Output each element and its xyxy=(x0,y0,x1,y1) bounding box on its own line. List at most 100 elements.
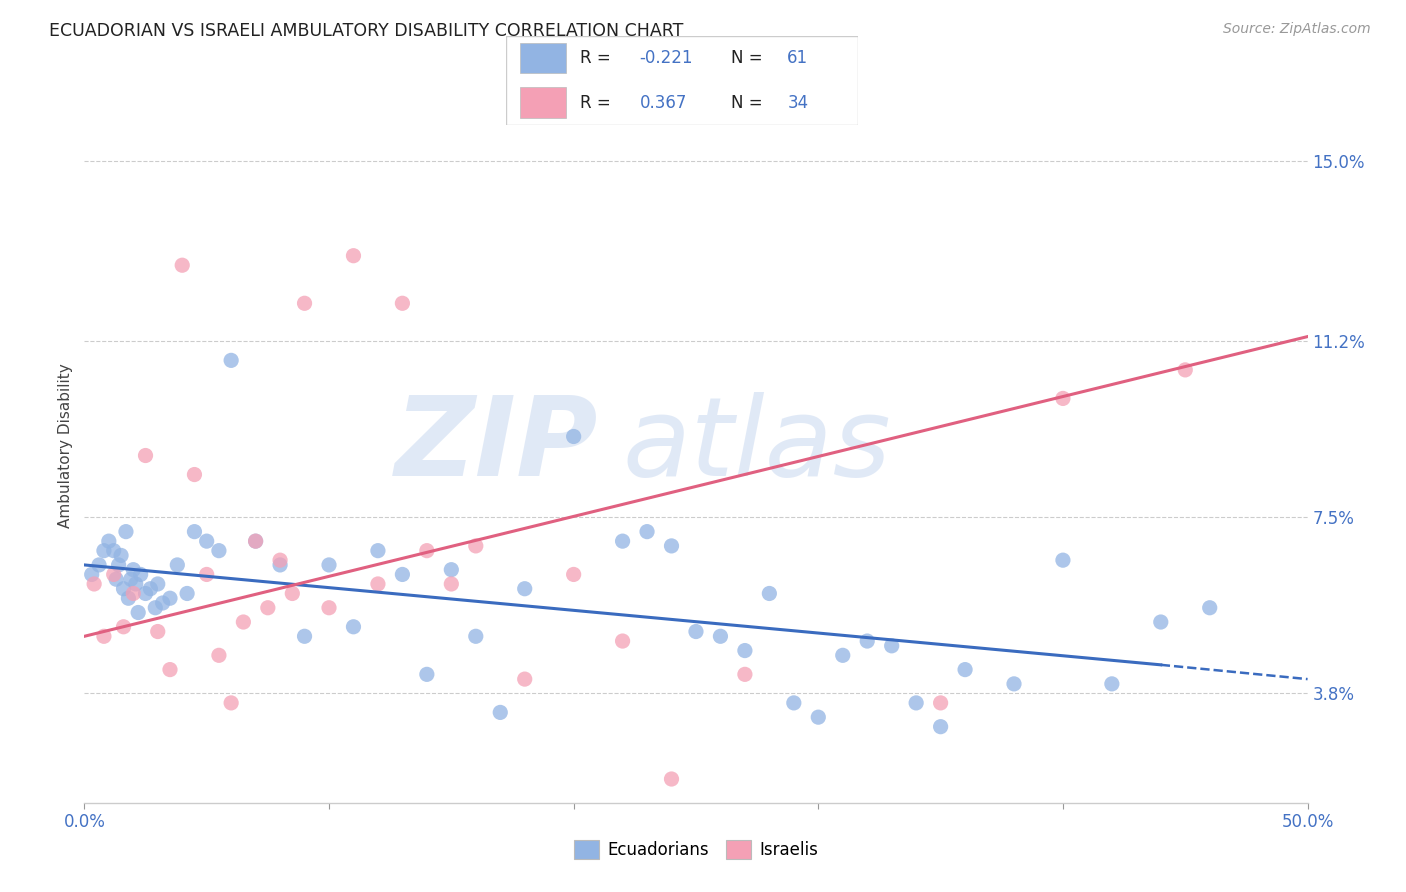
Point xyxy=(219,353,242,368)
Point xyxy=(115,524,138,539)
Point xyxy=(953,663,976,677)
Point xyxy=(929,720,952,734)
Point xyxy=(143,600,166,615)
Point xyxy=(176,586,198,600)
Point xyxy=(269,558,291,572)
Point xyxy=(612,634,634,648)
Point xyxy=(318,600,340,615)
Point xyxy=(342,249,364,263)
Point xyxy=(734,643,756,657)
Point xyxy=(122,563,145,577)
Text: R =: R = xyxy=(579,94,616,112)
Point xyxy=(172,258,194,272)
Point xyxy=(464,629,486,643)
Point xyxy=(183,467,205,482)
Point xyxy=(831,648,853,663)
Point xyxy=(93,543,115,558)
Point xyxy=(152,596,174,610)
Point xyxy=(416,543,439,558)
Point xyxy=(146,624,169,639)
Point xyxy=(146,577,169,591)
Point xyxy=(112,620,135,634)
Point xyxy=(117,591,139,606)
Text: N =: N = xyxy=(731,94,768,112)
Point xyxy=(125,577,148,591)
Text: ECUADORIAN VS ISRAELI AMBULATORY DISABILITY CORRELATION CHART: ECUADORIAN VS ISRAELI AMBULATORY DISABIL… xyxy=(49,22,683,40)
Point xyxy=(464,539,486,553)
Point xyxy=(342,620,364,634)
Text: 0.367: 0.367 xyxy=(640,94,688,112)
Point xyxy=(208,543,231,558)
Text: ZIP: ZIP xyxy=(395,392,598,500)
Point xyxy=(93,629,115,643)
Point xyxy=(807,710,830,724)
Point xyxy=(159,591,181,606)
Point xyxy=(562,429,585,443)
Point xyxy=(1002,677,1025,691)
Point xyxy=(685,624,707,639)
Point xyxy=(195,567,218,582)
Point xyxy=(880,639,903,653)
Point xyxy=(734,667,756,681)
Point xyxy=(112,582,135,596)
Point xyxy=(208,648,231,663)
Legend: Ecuadorians, Israelis: Ecuadorians, Israelis xyxy=(568,833,824,866)
Point xyxy=(513,672,536,686)
Point xyxy=(135,449,157,463)
Point xyxy=(1150,615,1173,629)
Text: -0.221: -0.221 xyxy=(640,49,693,67)
Point xyxy=(440,577,463,591)
Point xyxy=(195,534,218,549)
Point xyxy=(856,634,879,648)
Point xyxy=(489,706,512,720)
Point xyxy=(107,558,129,572)
Point xyxy=(219,696,242,710)
Text: 34: 34 xyxy=(787,94,808,112)
Point xyxy=(758,586,780,600)
Point xyxy=(80,567,103,582)
Point xyxy=(232,615,254,629)
Point xyxy=(87,558,110,572)
Point xyxy=(661,772,683,786)
Point xyxy=(1174,363,1197,377)
Point xyxy=(1198,600,1220,615)
Point xyxy=(391,296,413,310)
Point xyxy=(612,534,634,549)
Point xyxy=(562,567,585,582)
Point xyxy=(129,567,152,582)
Point xyxy=(159,663,181,677)
Point xyxy=(391,567,413,582)
Text: N =: N = xyxy=(731,49,768,67)
Point xyxy=(294,629,316,643)
Point xyxy=(709,629,731,643)
Point xyxy=(105,572,128,586)
Y-axis label: Ambulatory Disability: Ambulatory Disability xyxy=(58,364,73,528)
Point xyxy=(127,606,149,620)
Point xyxy=(103,567,125,582)
Point xyxy=(245,534,267,549)
Point xyxy=(783,696,806,710)
Point xyxy=(183,524,205,539)
Point xyxy=(661,539,683,553)
Point xyxy=(122,586,145,600)
Point xyxy=(135,586,157,600)
Point xyxy=(905,696,928,710)
Point xyxy=(257,600,280,615)
Point xyxy=(1052,553,1074,567)
Bar xyxy=(520,87,565,118)
Point xyxy=(139,582,162,596)
Point xyxy=(110,549,132,563)
Point xyxy=(103,543,125,558)
Point xyxy=(281,586,304,600)
Point xyxy=(294,296,316,310)
Point xyxy=(97,534,120,549)
Point xyxy=(166,558,188,572)
Point xyxy=(440,563,463,577)
Text: 61: 61 xyxy=(787,49,808,67)
Point xyxy=(513,582,536,596)
Point xyxy=(929,696,952,710)
Point xyxy=(367,577,389,591)
Point xyxy=(245,534,267,549)
Point xyxy=(636,524,658,539)
Point xyxy=(318,558,340,572)
